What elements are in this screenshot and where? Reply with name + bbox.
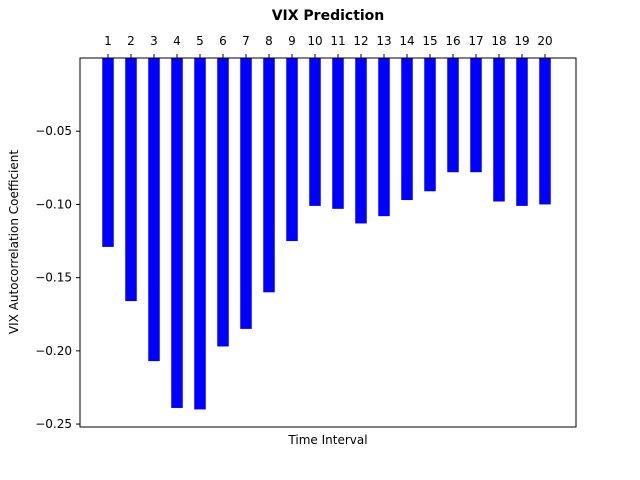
bar-7 — [240, 58, 252, 329]
x-tick-label-18: 18 — [491, 34, 506, 48]
bar-1 — [102, 58, 114, 247]
x-tick-label-4: 4 — [173, 34, 181, 48]
bar-14 — [401, 58, 413, 201]
y-tick-label: −0.15 — [35, 271, 72, 285]
bar-20 — [539, 58, 551, 205]
bar-9 — [286, 58, 298, 242]
x-tick-label-8: 8 — [265, 34, 273, 48]
x-tick-label-11: 11 — [330, 34, 345, 48]
x-tick-label-16: 16 — [445, 34, 460, 48]
x-tick-label-14: 14 — [399, 34, 414, 48]
bar-11 — [332, 58, 344, 209]
x-tick-label-9: 9 — [288, 34, 296, 48]
chart-title: VIX Prediction — [272, 8, 385, 24]
y-tick-label: −0.20 — [35, 344, 72, 358]
bar-5 — [194, 58, 206, 410]
x-tick-label-5: 5 — [196, 34, 204, 48]
bar-2 — [125, 58, 137, 302]
x-tick-label-15: 15 — [422, 34, 437, 48]
plot-area-frame — [79, 57, 577, 428]
bar-17 — [470, 58, 482, 173]
x-tick-label-10: 10 — [307, 34, 322, 48]
y-tick-label: −0.25 — [35, 417, 72, 431]
bar-19 — [516, 58, 528, 206]
bar-18 — [493, 58, 505, 202]
x-axis-ticks: 1 2 3 4 5 6 7 8 9 10 11 12 13 14 15 16 17 18 19 20 — [104, 34, 553, 58]
y-tick-label: −0.10 — [35, 197, 72, 211]
x-tick-label-6: 6 — [219, 34, 227, 48]
y-axis-ticks: −0.25 −0.20 −0.15 −0.10 −0.05 — [35, 124, 80, 431]
bar-12 — [355, 58, 367, 224]
bar-3 — [148, 58, 160, 362]
bar-8 — [263, 58, 275, 293]
bar-6 — [217, 58, 229, 347]
bar-16 — [447, 58, 459, 173]
x-tick-label-12: 12 — [353, 34, 368, 48]
bar-10 — [309, 58, 321, 206]
x-tick-label-2: 2 — [127, 34, 135, 48]
bar-4 — [171, 58, 183, 408]
x-tick-label-13: 13 — [376, 34, 391, 48]
bar-series — [102, 58, 551, 410]
x-tick-label-1: 1 — [104, 34, 112, 48]
x-tick-label-19: 19 — [514, 34, 529, 48]
x-tick-label-7: 7 — [242, 34, 250, 48]
x-tick-label-20: 20 — [537, 34, 552, 48]
x-tick-label-17: 17 — [468, 34, 483, 48]
y-axis-label: VIX Autocorrelation Coefficient — [7, 150, 21, 334]
bar-15 — [424, 58, 436, 192]
x-axis-label: Time Interval — [287, 433, 367, 447]
x-tick-label-3: 3 — [150, 34, 158, 48]
bar-13 — [378, 58, 390, 217]
y-tick-label: −0.05 — [35, 124, 72, 138]
